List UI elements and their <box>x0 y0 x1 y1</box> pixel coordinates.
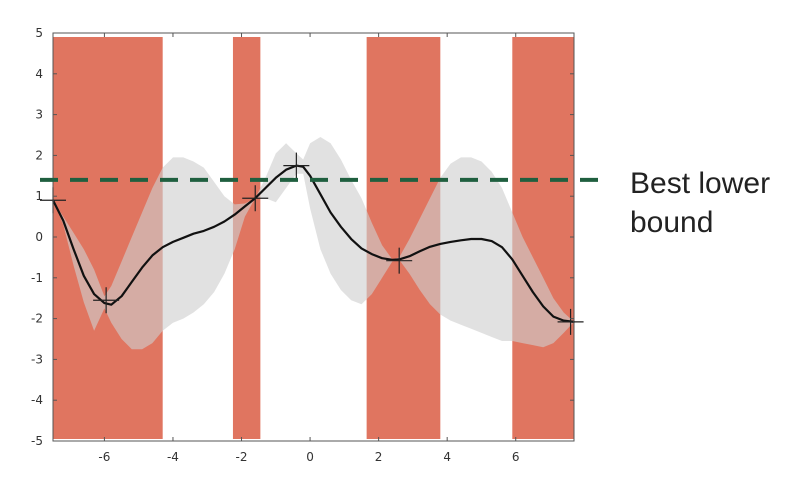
y-tick-label: -5 <box>31 434 43 448</box>
y-tick-label: -4 <box>31 393 43 407</box>
x-tick-label: -4 <box>167 450 179 464</box>
y-tick-label: 4 <box>35 67 43 81</box>
sample-point-4 <box>283 152 310 179</box>
sample-point-5 <box>386 247 413 274</box>
x-tick-label: -6 <box>98 450 110 464</box>
mean-curve <box>51 164 576 323</box>
y-tick-label: -1 <box>31 271 43 285</box>
x-axis-ticks: -6 -4 -2 0 2 4 6 <box>98 33 520 464</box>
y-tick-label: 1 <box>35 189 43 203</box>
x-tick-label: 0 <box>306 450 314 464</box>
sample-point-2 <box>93 287 120 314</box>
y-tick-label: -3 <box>31 352 43 366</box>
sample-points <box>40 152 584 335</box>
uncertainty-band <box>53 137 574 350</box>
y-tick-label: -2 <box>31 312 43 326</box>
x-tick-label: -2 <box>236 450 248 464</box>
y-tick-label: 2 <box>35 148 43 162</box>
uncertainty-band-layer <box>53 137 574 350</box>
y-axis-ticks: 5 4 3 2 1 0 -1 -2 -3 -4 -5 <box>31 26 574 448</box>
sample-point-3 <box>242 185 269 212</box>
y-tick-label: 3 <box>35 108 43 122</box>
annotation-line-2: bound <box>630 206 713 239</box>
annotation-line-1: Best lower <box>630 167 770 200</box>
x-tick-label: 2 <box>375 450 383 464</box>
sample-point-6 <box>557 308 584 335</box>
mean-curve-layer <box>51 164 576 323</box>
y-tick-label: 5 <box>35 26 43 40</box>
y-tick-label: 0 <box>35 230 43 244</box>
x-tick-label: 4 <box>443 450 451 464</box>
x-tick-label: 6 <box>512 450 520 464</box>
